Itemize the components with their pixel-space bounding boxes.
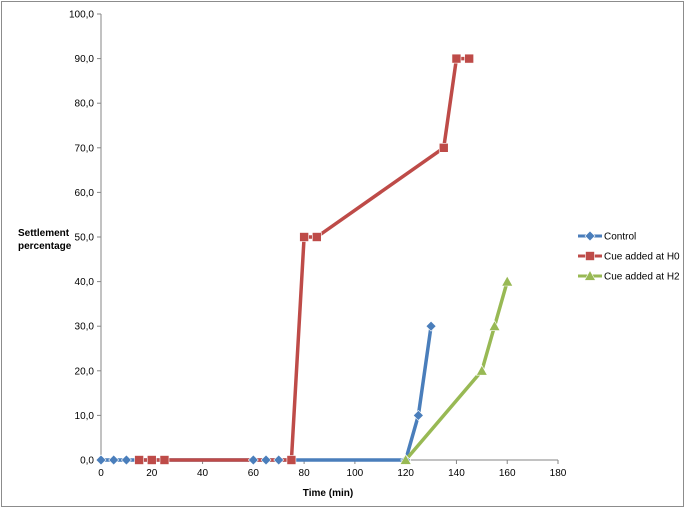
data-point-cue-added-at-h2	[475, 364, 488, 376]
data-point-cue-added-at-h0	[286, 455, 297, 465]
legend: Control Cue added at H0 Cue added at H2	[578, 230, 680, 283]
x-tick-label: 60	[248, 468, 260, 479]
legend-marker-control	[584, 230, 596, 242]
x-tick-label: 40	[197, 468, 209, 479]
data-point-cue-added-at-h0	[159, 455, 170, 465]
y-axis-title-line-2: percentage	[18, 241, 72, 252]
x-tick-label: 180	[550, 468, 567, 479]
data-point-cue-added-at-h0	[146, 455, 157, 465]
x-tick-label: 20	[146, 468, 158, 479]
x-tick-label: 140	[448, 468, 465, 479]
y-tick-label: 80,0	[75, 99, 95, 110]
data-point-cue-added-at-h0	[451, 53, 462, 64]
data-point-control	[412, 409, 424, 421]
data-point-cue-added-at-h0	[134, 455, 144, 465]
data-point-cue-added-at-h0	[464, 53, 474, 64]
x-tick-label: 120	[397, 468, 414, 479]
axes: 0,0 10,0 20,0 30,0 40,0 50,0 60,0 70,0 80,0 90,0 1…	[69, 10, 567, 480]
data-point-cue-added-at-h0	[299, 232, 309, 242]
y-tick-label: 100,0	[69, 10, 94, 21]
data-point-control	[95, 454, 107, 466]
data-point-control	[425, 320, 437, 332]
series-layer	[99, 56, 509, 462]
legend-label-cue-added-at-h0: Cue added at H0	[604, 252, 680, 263]
legend-label-control: Control	[604, 232, 636, 243]
y-axis-title-line-1: Settlement	[18, 228, 70, 239]
y-tick-label: 20,0	[75, 366, 95, 377]
x-tick-label: 0	[98, 468, 104, 479]
x-tick-label: 160	[499, 468, 516, 479]
data-point-control	[260, 454, 272, 466]
y-tick-label: 70,0	[75, 143, 95, 154]
y-tick-label: 60,0	[75, 188, 95, 199]
data-point-control	[273, 454, 285, 466]
legend-marker-cue-added-at-h2	[583, 269, 597, 281]
data-point-cue-added-at-h2	[399, 453, 412, 465]
data-point-control	[120, 454, 132, 466]
y-tick-label: 0,0	[80, 456, 94, 467]
data-point-control	[108, 454, 120, 466]
y-tick-label: 50,0	[75, 233, 95, 244]
x-tick-label: 100	[347, 468, 364, 479]
series-line-cue-added-at-h2	[403, 279, 509, 462]
x-axis-title: Time (min)	[303, 488, 353, 499]
y-tick-label: 40,0	[75, 277, 95, 288]
y-tick-label: 30,0	[75, 322, 95, 333]
y-tick-label: 10,0	[75, 411, 95, 422]
legend-marker-cue-added-at-h0	[585, 251, 595, 261]
labels-layer: Settlement percentage Time (min)	[18, 228, 353, 499]
data-point-control	[247, 454, 259, 466]
legend-label-cue-added-at-h2: Cue added at H2	[604, 272, 680, 283]
data-point-cue-added-at-h2	[488, 320, 501, 331]
y-tick-label: 90,0	[75, 54, 95, 65]
data-point-cue-added-at-h0	[438, 143, 449, 153]
x-tick-label: 80	[299, 468, 311, 479]
markers-layer	[95, 53, 514, 466]
data-point-cue-added-at-h2	[501, 275, 514, 287]
series-line-control	[99, 324, 433, 462]
data-point-cue-added-at-h0	[312, 232, 322, 242]
